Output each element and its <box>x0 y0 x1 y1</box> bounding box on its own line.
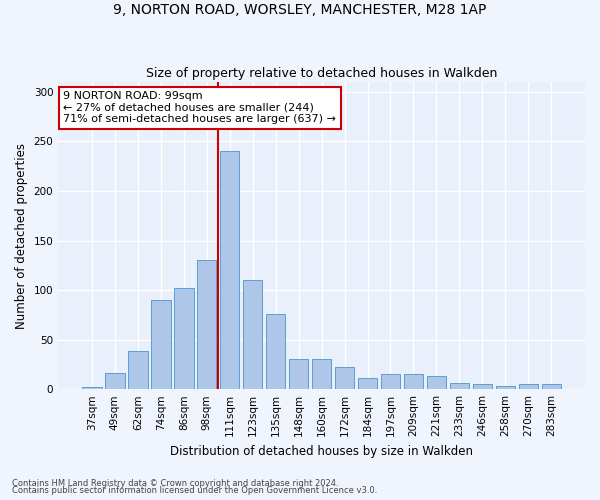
Bar <box>358 378 377 389</box>
Bar <box>174 288 194 389</box>
Bar <box>404 374 423 389</box>
Text: Contains HM Land Registry data © Crown copyright and database right 2024.: Contains HM Land Registry data © Crown c… <box>12 478 338 488</box>
Bar <box>427 376 446 389</box>
Bar <box>381 374 400 389</box>
Bar <box>266 314 286 389</box>
Bar <box>312 360 331 389</box>
Bar <box>197 260 217 389</box>
Bar <box>105 374 125 389</box>
Bar <box>542 384 561 389</box>
Bar <box>128 350 148 389</box>
Bar <box>220 152 239 389</box>
Text: Contains public sector information licensed under the Open Government Licence v3: Contains public sector information licen… <box>12 486 377 495</box>
Title: Size of property relative to detached houses in Walkden: Size of property relative to detached ho… <box>146 66 497 80</box>
Bar <box>449 383 469 389</box>
Bar <box>243 280 262 389</box>
Y-axis label: Number of detached properties: Number of detached properties <box>15 142 28 328</box>
Bar <box>473 384 492 389</box>
Text: 9 NORTON ROAD: 99sqm
← 27% of detached houses are smaller (244)
71% of semi-deta: 9 NORTON ROAD: 99sqm ← 27% of detached h… <box>64 92 337 124</box>
Bar <box>518 384 538 389</box>
Bar <box>496 386 515 389</box>
Bar <box>289 360 308 389</box>
Bar <box>335 368 355 389</box>
X-axis label: Distribution of detached houses by size in Walkden: Distribution of detached houses by size … <box>170 444 473 458</box>
Bar <box>82 387 101 389</box>
Bar <box>151 300 170 389</box>
Text: 9, NORTON ROAD, WORSLEY, MANCHESTER, M28 1AP: 9, NORTON ROAD, WORSLEY, MANCHESTER, M28… <box>113 2 487 16</box>
